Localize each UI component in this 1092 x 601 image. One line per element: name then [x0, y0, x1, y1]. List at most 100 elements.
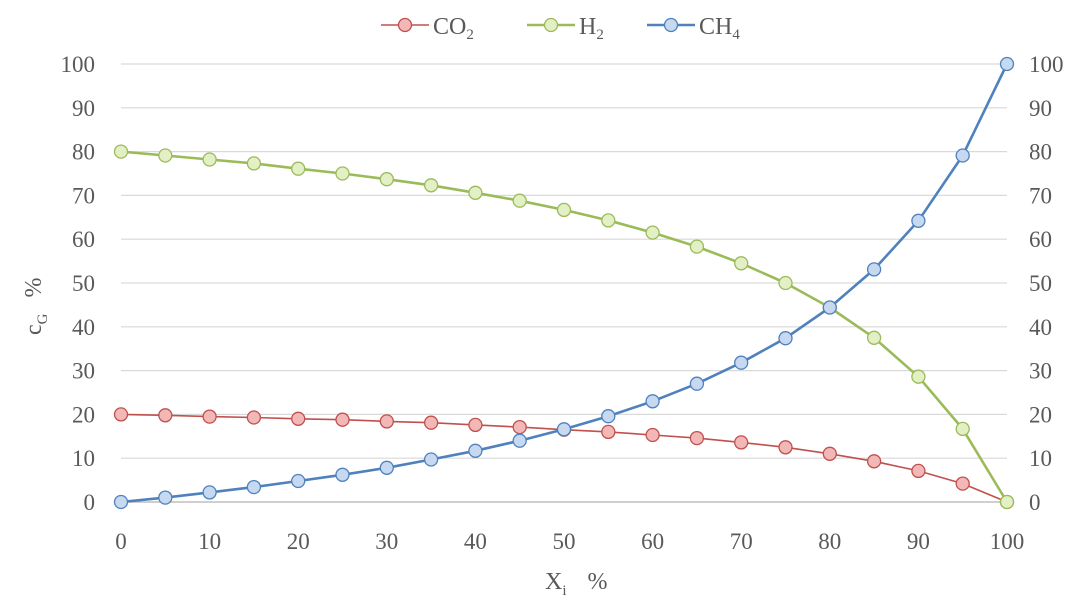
data-point — [468, 443, 483, 458]
y-tick-label-right: 0 — [1029, 490, 1041, 515]
data-point — [423, 452, 439, 467]
legend-label: CO2 — [433, 14, 474, 43]
x-tick-label: 40 — [464, 529, 487, 554]
y-tick-label-right: 80 — [1029, 140, 1052, 165]
y-tick-label-left: 70 — [72, 183, 95, 208]
data-point — [866, 330, 882, 345]
data-point — [202, 485, 217, 500]
legend: CO2 H2 CH4 — [381, 14, 740, 43]
x-tick-label: 50 — [553, 529, 576, 554]
data-point — [512, 433, 527, 448]
y-tick-label-left: 10 — [72, 446, 95, 471]
data-point — [778, 440, 793, 455]
x-tick-label: 70 — [730, 529, 753, 554]
x-tick-label: 60 — [641, 529, 664, 554]
y-tick-label-left: 100 — [61, 52, 96, 77]
data-point — [645, 427, 660, 443]
legend-item-1: H2 — [527, 14, 604, 43]
data-point — [955, 476, 970, 491]
data-point — [291, 411, 306, 426]
data-point — [689, 430, 705, 446]
x-tick-label: 20 — [287, 529, 310, 554]
data-point — [202, 409, 217, 424]
legend-item-0: CO2 — [381, 14, 474, 43]
data-point — [778, 275, 793, 291]
data-point — [911, 369, 926, 384]
data-point — [556, 422, 572, 437]
data-point — [512, 193, 527, 208]
y-tick-label-left: 90 — [72, 96, 95, 121]
data-point — [202, 152, 217, 167]
data-point — [291, 161, 306, 176]
legend-label: CH4 — [699, 14, 740, 43]
data-point — [778, 331, 793, 346]
data-point — [468, 185, 483, 200]
series-layer — [113, 56, 1015, 510]
data-point — [734, 435, 749, 450]
data-point — [999, 494, 1015, 510]
y-tick-label-left: 50 — [72, 271, 95, 296]
x-tick-label: 90 — [907, 529, 930, 554]
data-point — [246, 156, 262, 171]
data-point — [158, 490, 173, 505]
y-tick-label-right: 100 — [1029, 52, 1064, 77]
data-point — [379, 172, 394, 187]
data-point — [911, 213, 926, 228]
y-tick-label-right: 70 — [1029, 183, 1052, 208]
x-tick-label: 10 — [198, 529, 221, 554]
y-tick-label-right: 30 — [1029, 359, 1052, 384]
legend-marker — [397, 17, 413, 33]
legend-item-2: CH4 — [647, 14, 740, 43]
x-tick-label: 0 — [115, 529, 127, 554]
data-point — [335, 467, 350, 482]
y-tick-label-left: 60 — [72, 227, 95, 252]
y-tick-label-left: 40 — [72, 315, 95, 340]
data-point — [113, 407, 129, 422]
y-tick-label-right: 20 — [1029, 402, 1052, 427]
data-point — [734, 355, 749, 370]
legend-marker — [543, 17, 559, 33]
data-point — [158, 148, 173, 163]
data-point — [866, 262, 882, 277]
data-point — [423, 178, 439, 193]
data-point — [955, 421, 970, 437]
legend-label: H2 — [579, 14, 604, 43]
gridlines — [121, 63, 1007, 459]
series-1 — [113, 144, 1015, 510]
data-point — [113, 494, 129, 510]
data-point — [822, 446, 837, 461]
y-tick-label-left: 0 — [84, 490, 96, 515]
data-point — [999, 56, 1015, 72]
data-point — [379, 460, 394, 475]
y-tick-label-right: 10 — [1029, 446, 1052, 471]
data-point — [822, 300, 837, 315]
data-point — [335, 412, 350, 427]
data-point — [423, 415, 439, 430]
y-axis-title: cG% — [21, 278, 51, 336]
x-tick-label: 100 — [990, 529, 1025, 554]
data-point — [645, 225, 660, 240]
data-point — [734, 256, 749, 271]
y-tick-label-left: 30 — [72, 359, 95, 384]
data-point — [689, 376, 705, 391]
data-point — [689, 239, 705, 254]
x-tick-label: 80 — [818, 529, 841, 554]
data-point — [955, 148, 970, 163]
data-point — [335, 166, 350, 181]
y-tick-label-right: 60 — [1029, 227, 1052, 252]
data-point — [911, 463, 926, 479]
y-tick-label-right: 50 — [1029, 271, 1052, 296]
data-point — [866, 454, 882, 469]
data-point — [246, 479, 262, 495]
data-point — [601, 213, 616, 228]
data-point — [556, 202, 572, 218]
y-tick-label-right: 40 — [1029, 315, 1052, 340]
data-point — [379, 414, 394, 429]
x-tick-label: 30 — [375, 529, 398, 554]
data-point — [601, 424, 616, 440]
legend-marker — [663, 17, 679, 33]
data-point — [291, 473, 306, 489]
y-tick-label-left: 80 — [72, 140, 95, 165]
